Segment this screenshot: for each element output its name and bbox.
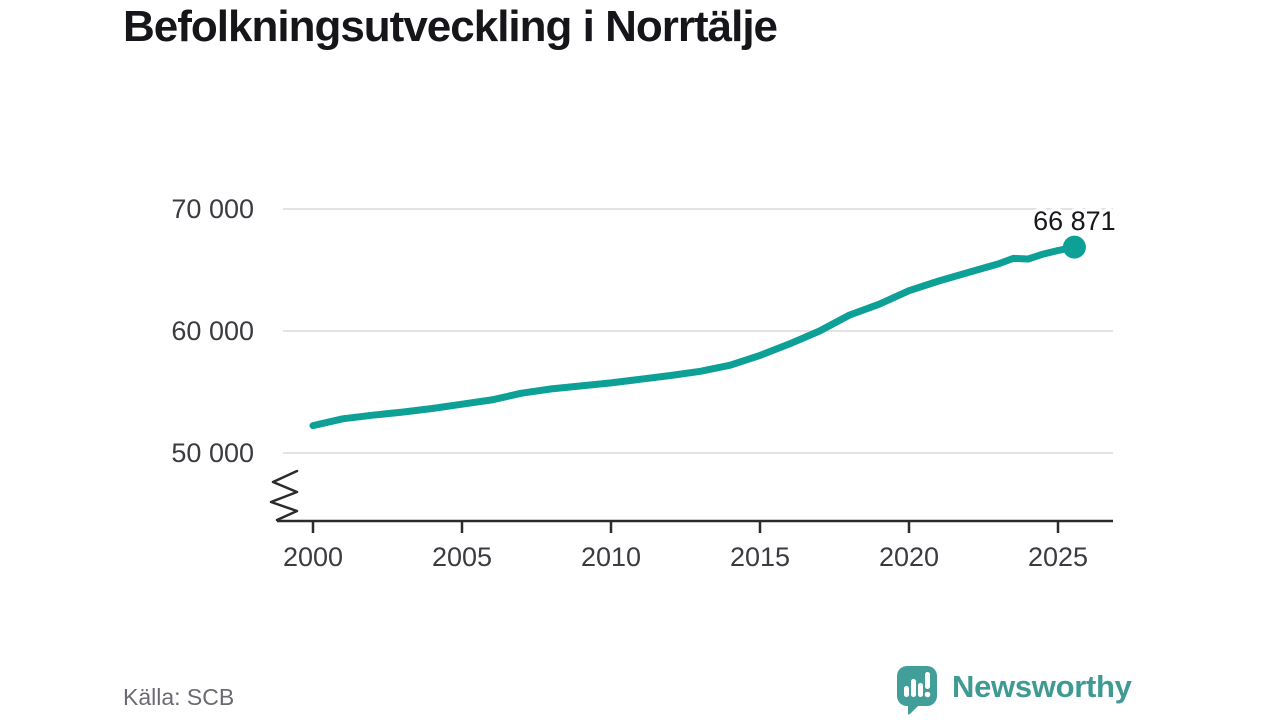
x-axis-tick-label: 2020: [879, 542, 939, 572]
chart-title: Befolkningsutveckling i Norrtälje: [123, 2, 778, 51]
y-axis-tick-label: 50 000: [171, 438, 254, 468]
x-axis-tick-label: 2000: [283, 542, 343, 572]
source-label: Källa: SCB: [123, 684, 235, 710]
x-axis-tick-label: 2025: [1028, 542, 1088, 572]
end-point-marker: [1062, 235, 1086, 259]
x-axis-tick-label: 2015: [730, 542, 790, 572]
end-value-label: 66 871: [1033, 206, 1116, 236]
x-axis-group: 2000 2005 2010 2015 2020 2025: [269, 469, 1113, 572]
series-group: 66 871: [309, 203, 1119, 430]
population-line: [309, 243, 1078, 430]
x-axis-tick-label: 2005: [432, 542, 492, 572]
newsworthy-logo-text: Newsworthy: [952, 668, 1132, 704]
gridlines-group: [283, 208, 1113, 454]
y-axis-tick-label: 60 000: [171, 316, 254, 346]
newsworthy-logo: Newsworthy: [895, 664, 1132, 716]
bar-chart-speech-bubble-icon: [897, 666, 937, 715]
y-axis-labels-group: 50 000 60 000 70 000: [171, 194, 254, 468]
axis-break-icon: [269, 469, 299, 522]
y-axis-tick-label: 70 000: [171, 194, 254, 224]
x-axis-tick-label: 2010: [581, 542, 641, 572]
